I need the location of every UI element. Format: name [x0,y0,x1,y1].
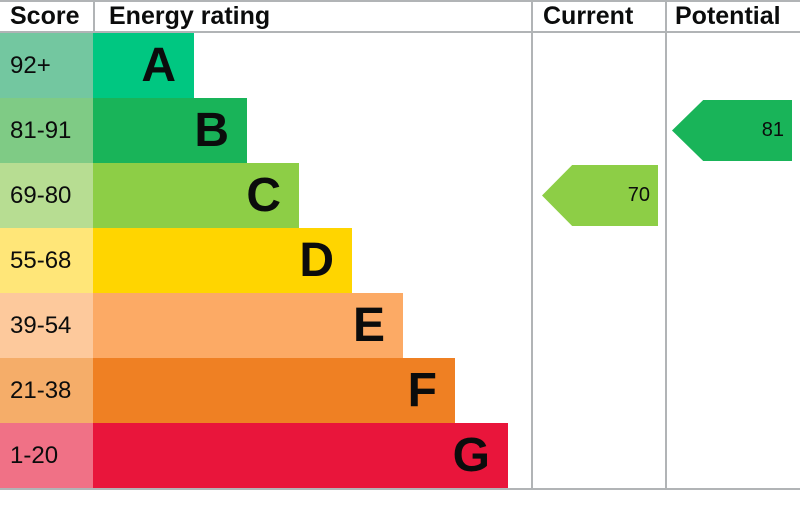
band-score-cell: 69-80 [0,163,93,228]
energy-rating-column-header: Energy rating [109,2,271,30]
band-bar: D [93,228,352,293]
band-score-range: 21-38 [10,376,72,404]
band-score-cell: 81-91 [0,98,93,163]
current-column-header: Current [543,2,634,30]
band-letter: B [194,103,229,157]
band-score-cell: 1-20 [0,423,93,488]
band-row: 81-91 B [0,98,800,163]
band-score-cell: 92+ [0,33,93,98]
grid-header-divider [0,31,800,33]
band-row: 39-54 E [0,293,800,358]
band-letter: D [299,233,334,287]
band-score-range: 81-91 [10,116,72,144]
current-column-divider [531,0,533,488]
band-bar: B [93,98,247,163]
band-score-cell: 55-68 [0,228,93,293]
grid-bottom-border [0,488,800,490]
score-column-header: Score [10,2,80,30]
band-score-range: 1-20 [10,441,59,469]
band-score-range: 92+ [10,51,51,79]
band-row: 92+ A [0,33,800,98]
band-score-range: 39-54 [10,311,72,339]
band-score-cell: 21-38 [0,358,93,423]
band-letter: C [246,168,281,222]
band-bar: G [93,423,508,488]
band-bar: E [93,293,403,358]
band-row: 21-38 F [0,358,800,423]
potential-rating-value: 81 [761,119,784,141]
band-letter: F [407,363,437,417]
epc-band-rows: 92+ A 81-91 B 69-80 C 55-68 D 39-54 [0,33,800,488]
score-column-divider [93,0,95,31]
band-row: 1-20 G [0,423,800,488]
band-score-range: 69-80 [10,181,72,209]
band-bar: C [93,163,299,228]
band-letter: E [352,298,385,352]
band-score-cell: 39-54 [0,293,93,358]
band-bar: F [93,358,455,423]
potential-column-header: Potential [675,2,781,30]
band-row: 55-68 D [0,228,800,293]
current-rating-value: 70 [627,184,650,206]
band-letter: G [452,428,490,482]
band-bar: A [93,33,194,98]
band-letter: A [141,38,176,92]
grid-top-border [0,0,800,2]
band-score-range: 55-68 [10,246,72,274]
band-row: 69-80 C [0,163,800,228]
potential-column-divider [665,0,667,488]
